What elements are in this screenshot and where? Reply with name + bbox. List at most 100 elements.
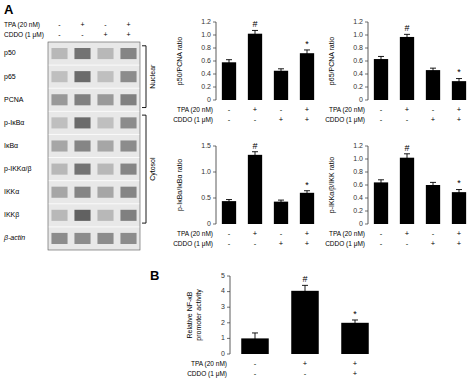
band — [51, 48, 67, 59]
y-axis-label-line: p50/PCNA ratio — [176, 37, 184, 85]
band — [51, 233, 67, 244]
band — [51, 117, 67, 128]
condition-value: - — [432, 229, 435, 238]
significance-mark: * — [305, 39, 309, 49]
protein-label: IKKβ — [4, 211, 19, 219]
condition-value: + — [457, 239, 462, 248]
condition-value: - — [304, 369, 307, 378]
y-axis-label-line: p65/PCNA ratio — [328, 37, 336, 85]
band — [97, 117, 113, 128]
protein-label: p-IκBα — [4, 119, 24, 127]
error-bar — [226, 60, 232, 65]
y-tick — [213, 22, 216, 23]
y-tick — [365, 74, 368, 75]
plot-area — [222, 30, 314, 100]
bar — [400, 37, 414, 100]
bar — [300, 193, 314, 224]
significance-mark: * — [305, 180, 309, 190]
y-tick-label: 2 — [221, 319, 225, 326]
y-axis-label-line: p-IKKα/β/IKK ratio — [328, 157, 336, 213]
condition-value: + — [305, 239, 310, 248]
bar — [291, 291, 319, 354]
y-tick — [213, 100, 216, 101]
band — [97, 233, 113, 244]
condition-label: TPA (20 nM) — [191, 360, 227, 368]
y-tick — [213, 48, 216, 49]
condition-value: + — [126, 31, 130, 38]
condition-value: - — [406, 115, 409, 124]
condition-value: + — [457, 105, 462, 114]
condition-value: + — [405, 229, 410, 238]
significance-mark: * — [457, 67, 461, 77]
condition-label: CDDO (1 μM) — [173, 116, 213, 124]
bar — [248, 155, 262, 224]
band — [120, 140, 136, 151]
band — [74, 233, 90, 244]
panel-label: A — [4, 2, 14, 17]
y-tick-label: 0.8 — [353, 168, 363, 175]
y-tick — [213, 87, 216, 88]
error-bar — [378, 56, 384, 61]
y-tick-label: 0.2 — [201, 83, 211, 90]
error-bar — [378, 180, 384, 185]
y-tick — [365, 224, 368, 225]
y-tick — [365, 159, 368, 160]
y-tick-label: 0.6 — [201, 57, 211, 64]
condition-value: - — [254, 369, 257, 378]
error-bar — [252, 152, 258, 158]
band — [120, 187, 136, 198]
y-axis-label-line: promoter activity — [194, 289, 202, 341]
y-tick-label: 0 — [359, 220, 363, 227]
error-bar — [278, 200, 284, 203]
condition-value: + — [457, 115, 462, 124]
y-tick — [365, 172, 368, 173]
band — [74, 140, 90, 151]
condition-value: + — [353, 359, 358, 368]
plot-area — [241, 285, 369, 354]
band — [120, 233, 136, 244]
error-bar — [352, 320, 358, 326]
band — [51, 71, 67, 82]
y-tick-label: 1.0 — [201, 168, 211, 175]
y-axis-label: Relative NF-κBpromoter activity — [185, 289, 202, 341]
row-separator — [48, 157, 140, 158]
condition-value: + — [305, 229, 310, 238]
band — [74, 210, 90, 221]
bar — [222, 62, 236, 100]
row-separator — [48, 203, 140, 204]
y-axis-label: p50/PCNA ratio — [176, 37, 184, 85]
condition-value: - — [254, 239, 257, 248]
condition-value: + — [279, 115, 284, 124]
y-tick-label: 0.6 — [353, 181, 363, 188]
error-bar — [456, 190, 462, 195]
band — [120, 117, 136, 128]
y-tick-label: 1.2 — [353, 142, 363, 149]
y-tick — [213, 61, 216, 62]
bracket — [142, 115, 146, 223]
plot-area — [374, 154, 466, 224]
y-tick-label: 0 — [207, 220, 211, 227]
significance-mark: # — [302, 274, 307, 284]
band — [51, 210, 67, 221]
bar — [274, 71, 288, 100]
y-tick-label: 0 — [207, 96, 211, 103]
protein-label: IKKα — [4, 188, 19, 195]
y-tick-label: 1.0 — [353, 31, 363, 38]
y-tick — [227, 322, 230, 323]
band — [74, 187, 90, 198]
band — [97, 94, 113, 105]
gel-background — [48, 42, 140, 250]
condition-value: + — [305, 105, 310, 114]
y-tick — [213, 198, 216, 199]
band — [74, 164, 90, 175]
band — [74, 94, 90, 105]
y-axis-line — [368, 22, 369, 100]
panel-label: B — [150, 268, 159, 283]
condition-value: - — [58, 31, 61, 38]
protein-label: β-actin — [3, 234, 25, 242]
bracket — [142, 46, 146, 108]
bar — [426, 70, 440, 100]
band — [97, 187, 113, 198]
y-tick-label: 1.0 — [353, 155, 363, 162]
band — [120, 164, 136, 175]
